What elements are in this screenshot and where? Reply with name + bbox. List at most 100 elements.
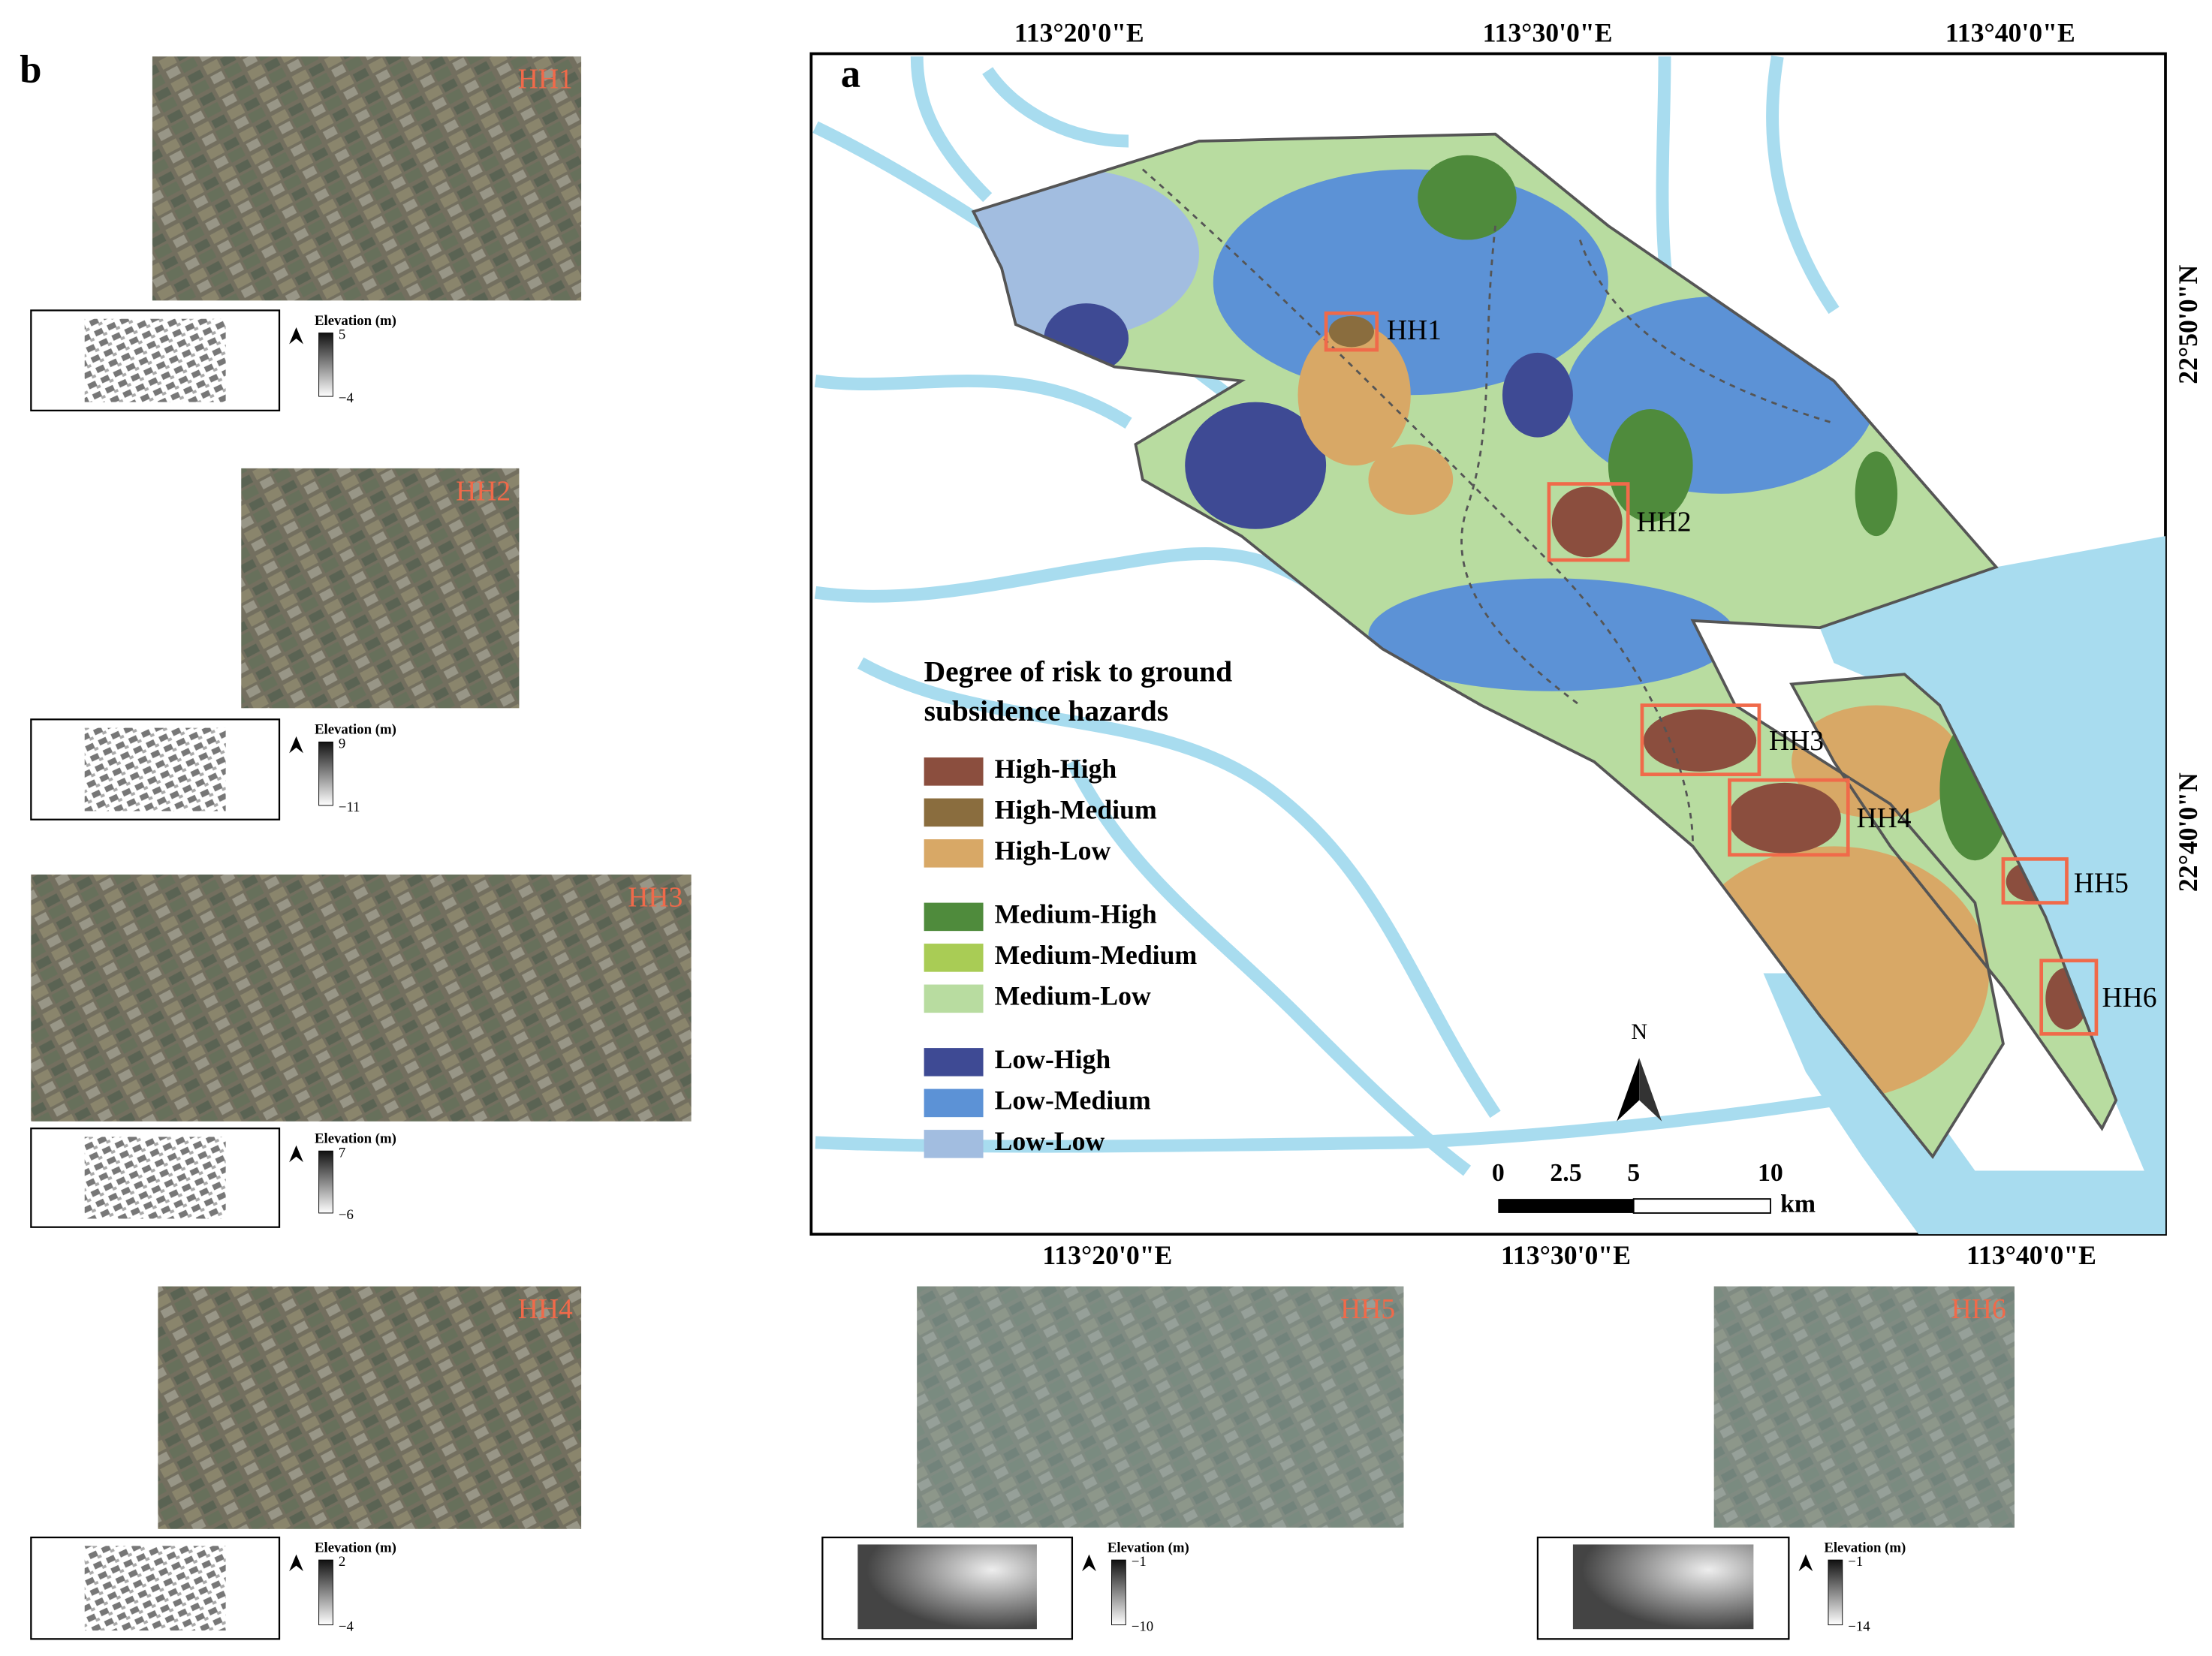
- legend-label: Low-High: [995, 1044, 1111, 1074]
- scale-label: 5: [1627, 1159, 1640, 1187]
- colorbar: [318, 741, 333, 806]
- longitude-label: 113°40'0"E: [1966, 1240, 2096, 1270]
- north-arrow: [1082, 1554, 1096, 1572]
- north-arrow: [289, 736, 303, 754]
- legend-label: High-Medium: [995, 795, 1157, 825]
- hotspot-box: [2001, 857, 2069, 905]
- inset-title: HH4: [518, 1294, 573, 1325]
- satellite-image: [31, 875, 692, 1122]
- panel-label: b: [20, 48, 41, 92]
- legend-swatch: [924, 902, 984, 932]
- satellite-image: [152, 56, 582, 301]
- elevation-min: −6: [339, 1207, 354, 1223]
- inset-title: HH2: [456, 476, 511, 507]
- colorbar: [318, 1150, 333, 1214]
- scale-label: 10: [1758, 1159, 1783, 1187]
- image-haze: [241, 468, 520, 709]
- hotspot-box: [1728, 778, 1850, 857]
- elevation-raster: [857, 1544, 1037, 1630]
- inset-title: HH6: [1951, 1294, 2006, 1325]
- elevation-raster: [84, 318, 226, 402]
- inset-title: HH5: [1340, 1294, 1395, 1325]
- longitude-label: 113°30'0"E: [1501, 1240, 1631, 1270]
- hotspot-box: [1547, 482, 1630, 562]
- district-boundary: [1141, 168, 1834, 847]
- latitude-label: 22°40'0"N: [2173, 772, 2203, 892]
- legend-swatch: [924, 757, 984, 786]
- legend-label: High-High: [995, 754, 1117, 784]
- north-arrow: [1798, 1554, 1813, 1572]
- north-arrow: [289, 1554, 303, 1572]
- elevation-title: Elevation (m): [315, 1131, 396, 1147]
- scale-bar-segment: [1498, 1199, 1634, 1213]
- legend-label: Medium-High: [995, 899, 1157, 929]
- hotspot-label: HH3: [1769, 726, 1824, 757]
- image-haze: [152, 56, 582, 301]
- elevation-title: Elevation (m): [1108, 1540, 1189, 1555]
- elevation-min: −11: [339, 799, 360, 815]
- legend-swatch: [924, 984, 984, 1013]
- elevation-max: 9: [339, 736, 345, 751]
- elevation-max: −1: [1132, 1554, 1147, 1570]
- legend-label: Low-Low: [995, 1126, 1105, 1156]
- legend-title: Degree of risk to ground: [924, 655, 1232, 688]
- elevation-max: 2: [339, 1554, 345, 1570]
- legend: Degree of risk to ground subsidence hazar…: [924, 655, 1232, 1158]
- image-haze: [1713, 1286, 2015, 1528]
- elevation-raster: [84, 1137, 226, 1219]
- north-arrow: [289, 327, 303, 345]
- elevation-min: −4: [339, 1619, 354, 1635]
- legend-swatch: [924, 1088, 984, 1118]
- scale-label: 2.5: [1550, 1159, 1581, 1187]
- legend-swatch: [924, 944, 984, 972]
- elevation-raster: [84, 727, 226, 811]
- longitude-label: 113°20'0"E: [1042, 1240, 1172, 1270]
- hotspot-label: HH2: [1636, 507, 1691, 538]
- legend-swatch: [924, 839, 984, 868]
- scale-label: 0: [1492, 1159, 1505, 1187]
- image-haze: [158, 1286, 582, 1529]
- scale-bar: 0 2.5 5 10 km: [1492, 1159, 1816, 1218]
- legend-swatch: [924, 798, 984, 827]
- legend-label: Low-Medium: [995, 1085, 1151, 1116]
- elevation-title: Elevation (m): [315, 313, 396, 329]
- hotspot-box: [1324, 311, 1379, 352]
- longitude-label: 113°20'0"E: [1014, 17, 1144, 47]
- image-haze: [31, 875, 692, 1122]
- north-label: N: [1631, 1019, 1647, 1044]
- image-haze: [917, 1286, 1404, 1528]
- satellite-image: [241, 468, 520, 709]
- inset-title: HH1: [518, 65, 573, 95]
- colorbar: [318, 333, 333, 397]
- legend-label: Medium-Medium: [995, 940, 1198, 970]
- inset-title: HH3: [628, 882, 683, 913]
- elevation-raster: [1572, 1544, 1754, 1630]
- panel-label: a: [841, 53, 860, 96]
- land-outline: [971, 132, 2118, 1160]
- elevation-title: Elevation (m): [1824, 1540, 1906, 1555]
- legend-label: High-Low: [995, 836, 1111, 866]
- hotspot-label: HH5: [2074, 869, 2129, 899]
- elevation-raster: [84, 1546, 226, 1631]
- colorbar: [318, 1559, 333, 1626]
- scale-bar-segment: [1632, 1198, 1771, 1214]
- elevation-title: Elevation (m): [315, 722, 396, 738]
- colorbar: [1111, 1559, 1126, 1626]
- map: a: [809, 53, 2167, 1236]
- scale-unit: km: [1780, 1190, 1816, 1218]
- elevation-max: 5: [339, 327, 345, 343]
- hotspots: HH1 HH2 HH3 HH4 HH5 HH6: [1324, 311, 2156, 1036]
- legend-title: subsidence hazards: [924, 694, 1168, 727]
- hotspot-box: [2039, 959, 2099, 1036]
- coordinate-labels: 113°20'0"E 113°30'0"E 113°40'0"E 113°20'0"E…: [1014, 17, 2203, 1270]
- legend-swatch: [924, 1130, 984, 1158]
- north-arrow: [289, 1145, 303, 1163]
- legend-label: Medium-Low: [995, 981, 1151, 1011]
- elevation-title: Elevation (m): [315, 1540, 396, 1555]
- latitude-label: 22°50'0"N: [2173, 265, 2203, 384]
- elevation-max: −1: [1848, 1554, 1863, 1570]
- elevation-min: −14: [1848, 1619, 1870, 1635]
- hotspot-label: HH6: [2102, 983, 2156, 1013]
